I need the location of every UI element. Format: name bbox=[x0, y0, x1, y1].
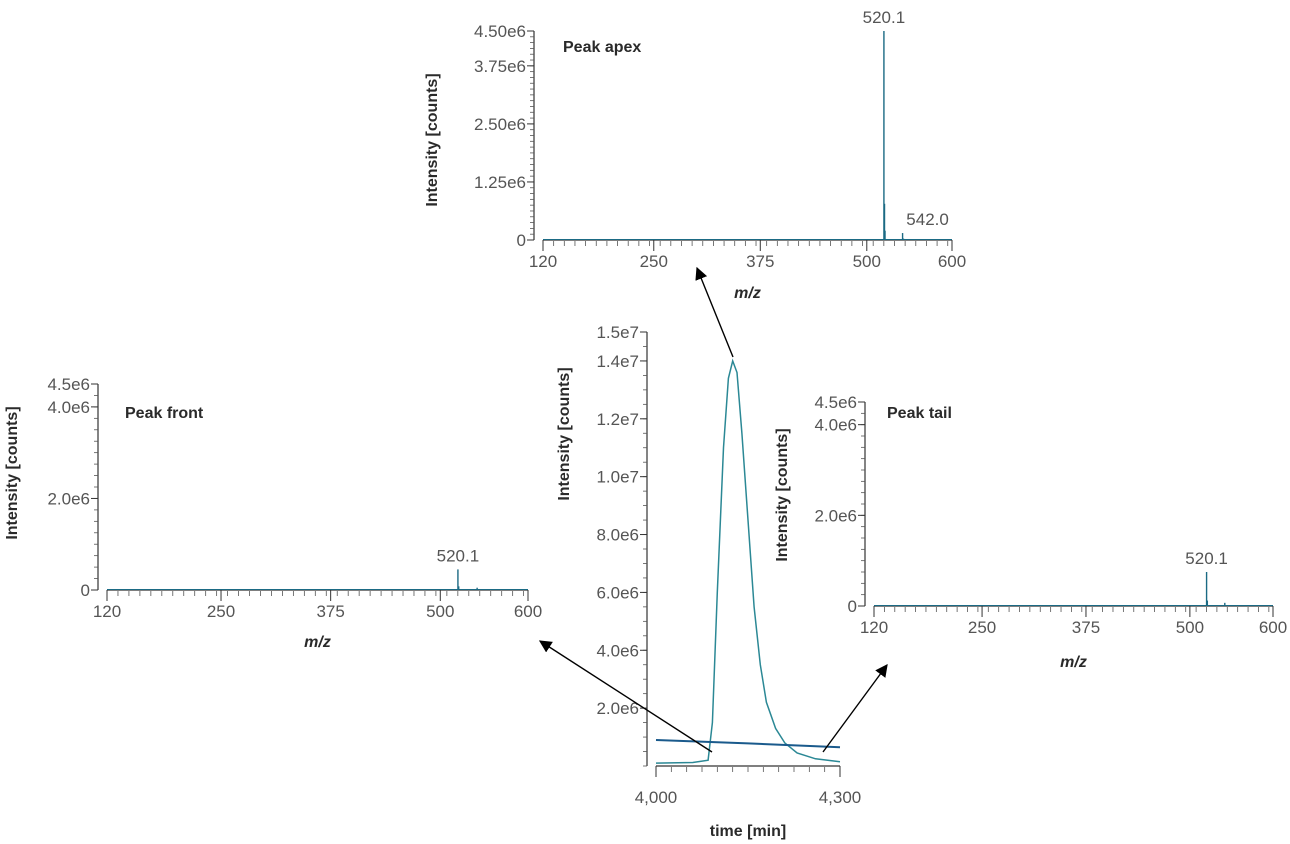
panel-title: Peak front bbox=[125, 405, 204, 422]
chart-peak-apex: 0 1.25e6 2.50e6 3.75e6 4.50e6 120 250 375 500 600… bbox=[424, 8, 966, 302]
x-tick-label: 375 bbox=[316, 602, 344, 621]
x-tick-label: 600 bbox=[938, 252, 966, 271]
x-axis-title: m/z bbox=[304, 634, 331, 651]
y-tick-label: 4.5e6 bbox=[47, 375, 90, 394]
panel-title: Peak apex bbox=[563, 39, 641, 56]
arrow-to-peak-front bbox=[538, 640, 713, 753]
x-tick-label: 250 bbox=[968, 618, 996, 637]
x-tick-label: 375 bbox=[1072, 618, 1100, 637]
x-tick-label: 500 bbox=[1176, 618, 1204, 637]
y-tick-label: 2.0e6 bbox=[814, 506, 857, 525]
peak-label: 520.1 bbox=[437, 546, 480, 565]
y-tick-label: 1.5e7 bbox=[596, 323, 639, 342]
y-tick-label: 1.25e6 bbox=[474, 173, 526, 192]
panel-title: Peak tail bbox=[887, 405, 952, 422]
y-axis-title: Intensity [counts] bbox=[4, 406, 21, 539]
x-tick-label: 375 bbox=[746, 252, 774, 271]
x-axis-title: m/z bbox=[1060, 654, 1087, 671]
y-axis-title: Intensity [counts] bbox=[774, 428, 791, 561]
peak-label: 542.0 bbox=[906, 210, 949, 229]
y-tick-label: 8.0e6 bbox=[596, 526, 639, 545]
x-tick-label: 600 bbox=[1259, 618, 1287, 637]
y-tick-label: 3.75e6 bbox=[474, 57, 526, 76]
x-tick-label: 4,300 bbox=[819, 788, 862, 807]
x-tick-label: 120 bbox=[529, 252, 557, 271]
y-tick-label: 2.50e6 bbox=[474, 115, 526, 134]
x-tick-label: 250 bbox=[207, 602, 235, 621]
x-tick-label: 600 bbox=[514, 602, 542, 621]
chart-chromatogram: 2.0e6 4.0e6 6.0e6 8.0e6 1.0e7 1.2e7 1.4e7 1.5e7… bbox=[556, 323, 861, 840]
panels: 0 1.25e6 2.50e6 3.75e6 4.50e6 120 250 375 500 600… bbox=[4, 8, 1287, 840]
y-tick-label: 4.0e6 bbox=[47, 398, 90, 417]
y-tick-label: 2.0e6 bbox=[596, 699, 639, 718]
y-tick-label: 0 bbox=[81, 581, 90, 600]
peak-label: 520.1 bbox=[863, 8, 906, 27]
y-tick-label: 1.4e7 bbox=[596, 352, 639, 371]
x-tick-label: 120 bbox=[860, 618, 888, 637]
y-tick-label: 0 bbox=[517, 231, 526, 250]
connector-arrows bbox=[538, 266, 888, 753]
x-tick-label: 120 bbox=[93, 602, 121, 621]
x-axis-title: m/z bbox=[734, 285, 761, 302]
chart-peak-tail: 0 2.0e6 4.0e6 4.5e6 120 250 375 500 600 Intensity… bbox=[774, 393, 1287, 671]
x-tick-label: 4,000 bbox=[635, 788, 678, 807]
x-tick-label: 250 bbox=[640, 252, 668, 271]
chart-peak-front: 0 2.0e6 4.0e6 4.5e6 120 250 375 500 600 Intensity… bbox=[4, 375, 542, 651]
y-axis-title: Intensity [counts] bbox=[424, 73, 441, 206]
arrow-to-peak-tail bbox=[822, 663, 888, 753]
chromatogram-trace bbox=[655, 358, 841, 764]
y-tick-label: 4.0e6 bbox=[596, 641, 639, 660]
reference-trace bbox=[655, 739, 841, 749]
y-tick-label: 1.2e7 bbox=[596, 410, 639, 429]
x-tick-label: 500 bbox=[426, 602, 454, 621]
y-tick-label: 6.0e6 bbox=[596, 583, 639, 602]
y-tick-label: 1.0e7 bbox=[596, 468, 639, 487]
y-tick-label: 4.0e6 bbox=[814, 416, 857, 435]
y-tick-label: 4.5e6 bbox=[814, 393, 857, 412]
y-axis-title: Intensity [counts] bbox=[556, 367, 573, 500]
peak-label: 520.1 bbox=[1185, 549, 1228, 568]
y-tick-label: 4.50e6 bbox=[474, 22, 526, 41]
y-tick-label: 0 bbox=[848, 597, 857, 616]
y-tick-label: 2.0e6 bbox=[47, 489, 90, 508]
x-axis-title: time [min] bbox=[710, 823, 786, 840]
x-tick-label: 500 bbox=[853, 252, 881, 271]
arrow-to-peak-apex bbox=[695, 266, 734, 358]
